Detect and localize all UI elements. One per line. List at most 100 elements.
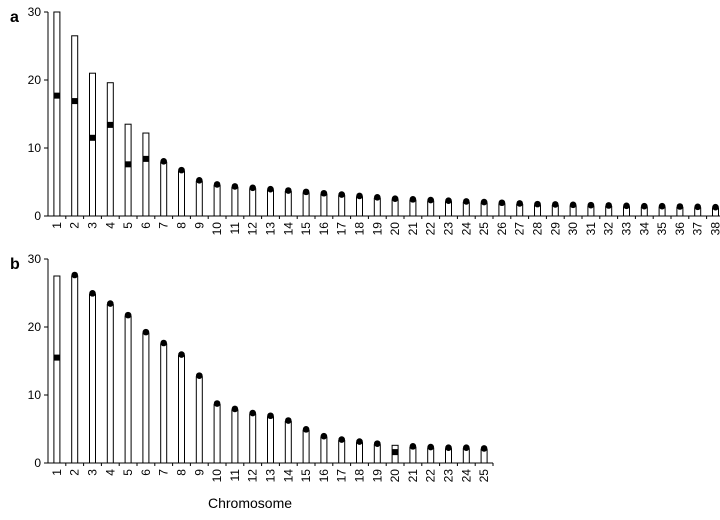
dot-marker <box>232 183 239 190</box>
dot-marker <box>267 412 274 419</box>
dot-marker <box>249 185 256 192</box>
x-tick-label: 17 <box>335 469 349 483</box>
bar <box>410 200 416 216</box>
x-tick-label: 33 <box>620 222 634 236</box>
dot-marker <box>463 444 470 451</box>
dot-marker <box>374 440 381 447</box>
dot-marker <box>321 190 328 197</box>
bar <box>303 430 309 463</box>
x-tick-label: 8 <box>175 222 189 229</box>
dot-marker <box>356 438 363 445</box>
bar <box>357 197 363 216</box>
square-marker <box>72 98 78 104</box>
dot-marker <box>214 400 221 407</box>
bar <box>90 73 96 216</box>
dot-marker <box>552 201 559 208</box>
panel-label-b: b <box>10 256 20 273</box>
x-tick-label: 32 <box>602 222 616 236</box>
bar <box>374 198 380 216</box>
x-tick-label: 15 <box>299 222 313 236</box>
x-tick-label: 20 <box>388 222 402 236</box>
bar <box>250 414 256 463</box>
dot-marker <box>267 186 274 193</box>
x-tick-label: 4 <box>103 222 117 229</box>
x-tick-label: 13 <box>264 469 278 483</box>
x-tick-label: 10 <box>210 222 224 236</box>
dot-marker <box>196 177 203 184</box>
bar <box>374 445 380 463</box>
x-tick-label: 22 <box>424 222 438 236</box>
x-tick-label: 6 <box>139 222 153 229</box>
x-tick-label: 14 <box>281 469 295 483</box>
dot-marker <box>285 187 292 194</box>
bar <box>268 417 274 463</box>
x-tick-label: 16 <box>317 469 331 483</box>
dot-marker <box>499 199 506 206</box>
dot-marker <box>463 198 470 205</box>
x-tick-label: 3 <box>86 222 100 229</box>
x-tick-label: 4 <box>103 469 117 476</box>
x-tick-label: 23 <box>442 222 456 236</box>
dot-marker <box>516 200 523 207</box>
dot-marker <box>196 372 203 379</box>
square-marker <box>125 161 131 167</box>
x-tick-label: 24 <box>459 469 473 483</box>
x-tick-label: 7 <box>157 222 171 229</box>
x-tick-label: 12 <box>246 222 260 236</box>
dot-marker <box>712 204 719 211</box>
x-tick-label: 18 <box>353 222 367 236</box>
bar <box>250 189 256 216</box>
x-tick-label: 31 <box>584 222 598 236</box>
bar <box>214 185 220 216</box>
panel-label-a: a <box>10 9 19 26</box>
x-tick-label: 5 <box>121 469 135 476</box>
bar <box>232 410 238 463</box>
bar <box>72 36 78 216</box>
dot-marker <box>623 203 630 210</box>
x-tick-label: 27 <box>513 222 527 236</box>
square-marker <box>143 156 149 162</box>
dot-marker <box>107 300 114 307</box>
bar <box>143 133 149 216</box>
x-tick-label: 17 <box>335 222 349 236</box>
y-tick-label: 20 <box>28 73 42 87</box>
bar <box>214 405 220 463</box>
dot-marker <box>303 426 310 433</box>
dot-marker <box>214 181 221 188</box>
x-tick-label: 38 <box>709 222 720 236</box>
dot-marker <box>570 202 577 209</box>
dot-marker <box>178 167 185 174</box>
x-tick-label: 11 <box>228 469 242 482</box>
x-tick-label: 21 <box>406 222 420 236</box>
y-tick-label: 0 <box>34 209 41 223</box>
y-tick-label: 10 <box>28 141 42 155</box>
dot-marker <box>374 194 381 201</box>
bar <box>285 192 291 216</box>
dot-marker <box>445 444 452 451</box>
dot-marker <box>694 204 701 211</box>
x-axis-title: Chromosome <box>208 495 292 511</box>
x-tick-label: 8 <box>175 469 189 476</box>
y-tick-label: 0 <box>34 456 41 470</box>
bar <box>54 12 60 216</box>
dot-marker <box>605 202 612 209</box>
x-tick-label: 21 <box>406 469 420 483</box>
square-marker <box>54 93 60 99</box>
y-tick-label: 30 <box>28 5 42 19</box>
bar <box>196 181 202 216</box>
x-tick-label: 1 <box>50 469 64 476</box>
bar <box>410 447 416 463</box>
dot-marker <box>641 203 648 210</box>
x-tick-label: 3 <box>86 469 100 476</box>
x-tick-label: 2 <box>68 469 82 476</box>
x-tick-label: 36 <box>673 222 687 236</box>
bar <box>232 187 238 216</box>
dot-marker <box>410 196 417 203</box>
dot-marker <box>588 202 595 209</box>
x-tick-label: 25 <box>477 469 491 483</box>
bar <box>125 316 131 463</box>
